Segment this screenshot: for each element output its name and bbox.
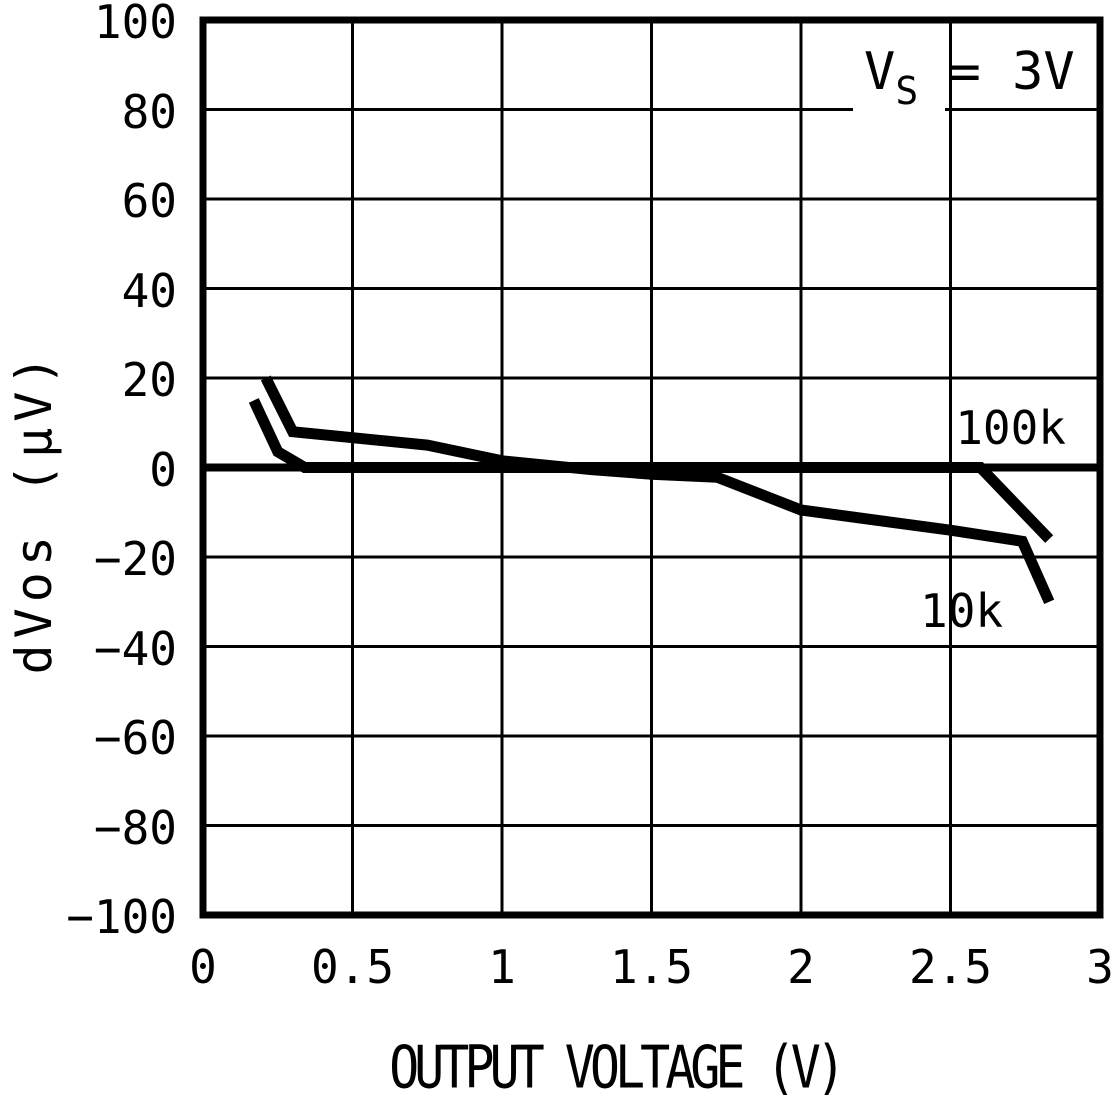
y-axis-title: dVos (µV) bbox=[5, 349, 63, 675]
x-tick-label: 2.5 bbox=[908, 940, 993, 994]
x-tick-label: 2 bbox=[787, 940, 815, 994]
y-tick-label: −80 bbox=[93, 800, 177, 855]
y-tick-label: 100 bbox=[93, 0, 177, 49]
annotation-vs-symbol: V bbox=[864, 42, 896, 102]
y-tick-label: −20 bbox=[93, 531, 177, 586]
y-tick-label: −100 bbox=[66, 889, 177, 944]
annotation-vs: VS = 3V bbox=[864, 46, 1075, 110]
y-tick-label: 20 bbox=[121, 352, 177, 407]
annotation-background bbox=[853, 34, 945, 120]
y-tick-label: −40 bbox=[93, 621, 177, 676]
series-curve-10k bbox=[260, 375, 1055, 605]
x-tick-label: 3 bbox=[1086, 940, 1112, 994]
annotation-vs-subscript: S bbox=[895, 69, 919, 113]
x-tick-label: 0 bbox=[189, 940, 217, 994]
x-tick-label: 1.5 bbox=[609, 940, 694, 994]
x-tick-label: 1 bbox=[488, 940, 516, 994]
series-label-10k: 10k bbox=[920, 584, 1004, 638]
y-tick-label: 60 bbox=[121, 173, 177, 228]
x-axis-title: OUTPUT VOLTAGE (V) bbox=[389, 1033, 846, 1101]
annotation-vs-value: = 3V bbox=[918, 42, 1075, 102]
series-label-100k: 100k bbox=[955, 401, 1066, 455]
y-tick-label: 0 bbox=[149, 442, 177, 497]
y-tick-label: −60 bbox=[93, 710, 177, 765]
plot-frame bbox=[199, 16, 1104, 919]
y-tick-label: 80 bbox=[121, 84, 177, 139]
y-tick-label: 40 bbox=[121, 263, 177, 318]
series-curve-100k bbox=[248, 398, 1054, 543]
x-tick-label: 0.5 bbox=[310, 940, 395, 994]
